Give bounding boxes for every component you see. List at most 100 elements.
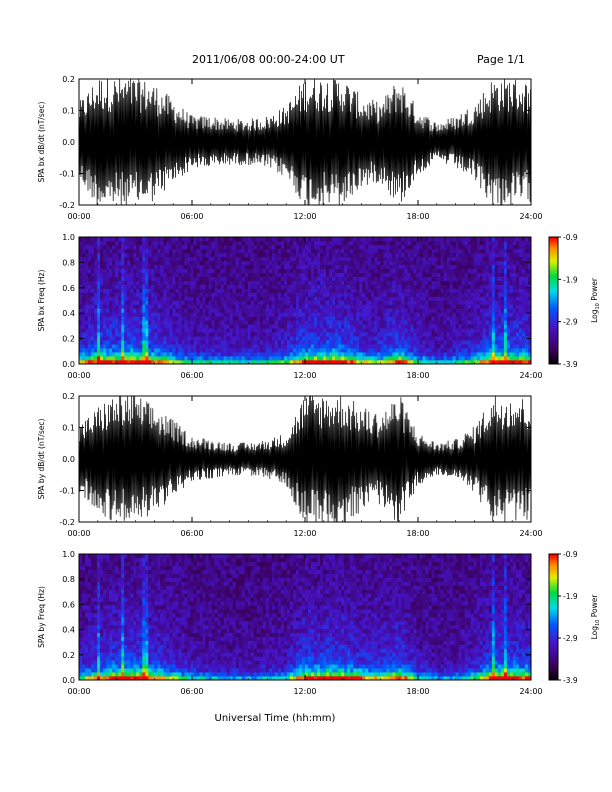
- spectrogram-cell: [449, 312, 453, 317]
- spectrogram-cell: [470, 348, 475, 353]
- colorbar-swatch: [549, 349, 558, 352]
- spectrogram-cell: [154, 237, 158, 242]
- spectrogram-cell: [118, 248, 122, 254]
- spectrogram-cell: [286, 248, 291, 254]
- spectrogram-cell: [482, 344, 487, 349]
- spectrogram-cell: [100, 348, 104, 353]
- spectrogram-cell: [398, 340, 402, 345]
- spectrogram-cell: [410, 316, 414, 321]
- spectrogram-cell: [320, 268, 324, 274]
- spectrogram-cell: [115, 240, 119, 246]
- spectrogram-cell: [389, 304, 393, 309]
- spectrogram-cell: [256, 244, 261, 250]
- spectrogram-cell: [136, 276, 140, 281]
- spectrogram-cell: [196, 256, 200, 262]
- spectrogram-cell: [247, 244, 252, 250]
- spectrogram-cell: [386, 340, 390, 345]
- spectrogram-cell: [362, 296, 366, 301]
- spectrogram-cell: [142, 336, 146, 341]
- spectrogram-cell: [371, 248, 375, 254]
- spectrogram-cell: [82, 332, 86, 337]
- spectrogram-cell: [115, 248, 119, 254]
- spectrogram-cell: [524, 260, 529, 266]
- spectrogram-cell: [527, 256, 532, 262]
- spectrogram-cell: [371, 280, 375, 285]
- spectrogram-cell: [326, 348, 330, 353]
- spectrogram-cell: [362, 248, 366, 254]
- spectrogram-cell: [440, 344, 444, 349]
- spectrogram-cell: [464, 324, 469, 329]
- spectrogram-cell: [133, 332, 137, 337]
- spectrogram-cell: [353, 356, 357, 361]
- spectrogram-cell: [292, 284, 297, 289]
- spectrogram-cell: [130, 288, 134, 293]
- spectrogram-cell: [154, 276, 158, 281]
- spectrogram-cell: [301, 360, 306, 365]
- spectrogram-cell: [289, 264, 294, 270]
- colorbar-swatch: [549, 306, 558, 310]
- spectrogram-cell: [527, 316, 532, 321]
- spectrogram-cell: [139, 348, 143, 353]
- spectrogram-cell: [359, 264, 363, 270]
- spectrogram-cell: [124, 304, 128, 309]
- spectrogram-cell: [178, 292, 182, 297]
- spectrogram-cell: [163, 284, 167, 289]
- spectrogram-cell: [470, 288, 475, 293]
- spectrogram-cell: [79, 284, 83, 289]
- y-tick-label: -0.1: [59, 170, 75, 179]
- spectrogram-cell: [256, 252, 261, 258]
- spectrogram-cell: [85, 268, 89, 274]
- spectrogram-cell: [344, 308, 348, 313]
- spectrogram-cell: [419, 252, 423, 258]
- spectrogram-cell: [157, 360, 161, 365]
- spectrogram-cell: [326, 284, 330, 289]
- spectrogram-cell: [434, 304, 438, 309]
- spectrogram-cell: [109, 292, 113, 297]
- spectrogram-cell: [115, 300, 119, 305]
- spectrogram-cell: [262, 284, 267, 289]
- spectrogram-cell: [314, 324, 318, 329]
- spectrogram-cell: [449, 237, 453, 242]
- spectrogram-cell: [407, 248, 411, 254]
- spectrogram-cell: [419, 244, 423, 250]
- spectrogram-cell: [148, 256, 152, 262]
- spectrogram-cell: [265, 237, 270, 242]
- spectrogram-cell: [169, 252, 173, 258]
- spectrogram-cell: [274, 336, 279, 341]
- spectrogram-cell: [268, 244, 273, 250]
- spectrogram-cell: [265, 268, 270, 274]
- spectrogram-cell: [226, 240, 230, 246]
- spectrogram-cell: [166, 280, 170, 285]
- spectrogram-cell: [238, 344, 243, 349]
- spectrogram-cell: [229, 296, 233, 301]
- spectrogram-cell: [139, 288, 143, 293]
- spectrogram-cell: [262, 237, 267, 242]
- spectrogram-cell: [253, 360, 258, 365]
- spectrogram-cell: [208, 348, 212, 353]
- spectrogram-cell: [467, 344, 472, 349]
- spectrogram-cell: [139, 280, 143, 285]
- spectrogram-cell: [497, 276, 502, 281]
- spectrogram-cell: [491, 316, 496, 321]
- spectrogram-cell: [82, 340, 86, 345]
- spectrogram-cell: [178, 336, 182, 341]
- spectrogram-cell: [512, 240, 517, 246]
- spectrogram-cell: [292, 316, 297, 321]
- spectrogram-cell: [512, 316, 517, 321]
- spectrogram-cell: [524, 312, 529, 317]
- spectrogram-cell: [320, 344, 324, 349]
- spectrogram-cell: [443, 284, 447, 289]
- spectrogram-cell: [241, 348, 246, 353]
- spectrogram-cell: [512, 280, 517, 285]
- spectrogram-cell: [148, 336, 152, 341]
- spectrogram-cell: [112, 340, 116, 345]
- spectrogram-cell: [133, 324, 137, 329]
- spectrogram-cell: [184, 308, 188, 313]
- spectrogram-cell: [497, 237, 502, 242]
- spectrogram-cell: [476, 312, 481, 317]
- spectrogram-cell: [470, 237, 475, 242]
- spectrogram-cell: [208, 264, 212, 270]
- spectrogram-cell: [470, 316, 475, 321]
- spectrogram-cell: [277, 252, 282, 258]
- spectrogram-cell: [443, 332, 447, 337]
